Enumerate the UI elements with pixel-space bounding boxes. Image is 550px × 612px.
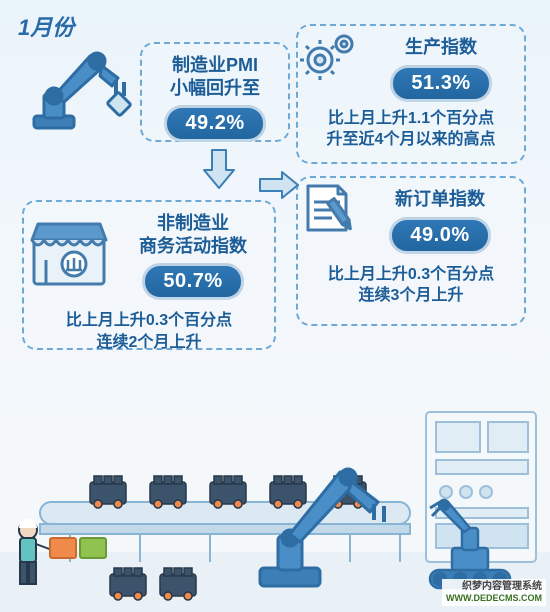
- arrow-right-icon: [258, 170, 302, 200]
- card-neworders: 新订单指数 49.0% 比上月上升0.3个百分点 连续3个月上升: [296, 176, 526, 326]
- arrow-down-icon: [202, 148, 236, 192]
- card-neworders-title: 新订单指数: [364, 188, 516, 211]
- card-pmi-title: 制造业PMI 小幅回升至: [150, 54, 280, 99]
- card-nonmfg-value: 50.7%: [142, 263, 243, 300]
- card-neworders-desc: 比上月上升0.3个百分点 连续3个月上升: [306, 264, 516, 307]
- robot-arm-icon: [30, 38, 140, 138]
- card-pmi-value: 49.2%: [164, 105, 265, 142]
- card-production-title: 生产指数: [390, 36, 491, 59]
- card-pmi: 制造业PMI 小幅回升至 49.2%: [140, 42, 290, 142]
- card-production-desc: 比上月上升1.1个百分点 升至近4个月以来的高点: [306, 108, 516, 151]
- watermark: 织梦内容管理系统 WWW.DEDECMS.COM: [442, 579, 546, 606]
- watermark-title: 织梦内容管理系统: [462, 581, 542, 592]
- card-nonmfg-desc: 比上月上升0.3个百分点 连续2个月上升: [32, 310, 266, 353]
- card-nonmfg-title: 非制造业 商务活动指数: [120, 212, 266, 257]
- card-production: 生产指数 51.3% 比上月上升1.1个百分点 升至近4个月以来的高点: [296, 24, 526, 164]
- factory-scene: [0, 352, 550, 612]
- card-nonmfg: 非制造业 商务活动指数 50.7% 比上月上升0.3个百分点 连续2个月上升: [22, 200, 276, 350]
- card-production-value: 51.3%: [390, 65, 491, 102]
- card-neworders-value: 49.0%: [389, 217, 490, 254]
- watermark-link[interactable]: WWW.DEDECMS.COM: [446, 593, 542, 604]
